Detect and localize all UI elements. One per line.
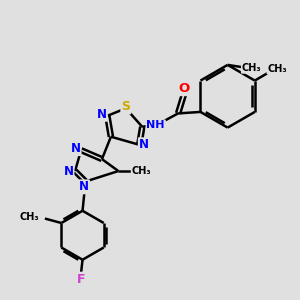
Text: N: N (97, 108, 107, 121)
Text: O: O (178, 82, 190, 95)
Text: CH₃: CH₃ (267, 64, 287, 74)
Text: N: N (64, 165, 74, 178)
Text: CH₃: CH₃ (131, 166, 151, 176)
Text: F: F (77, 273, 85, 286)
Text: N: N (79, 180, 89, 194)
Text: CH₃: CH₃ (19, 212, 39, 222)
Text: S: S (121, 100, 130, 113)
Text: N: N (71, 142, 81, 155)
Text: N: N (139, 138, 149, 151)
Text: NH: NH (146, 120, 165, 130)
Text: CH₃: CH₃ (242, 63, 261, 73)
